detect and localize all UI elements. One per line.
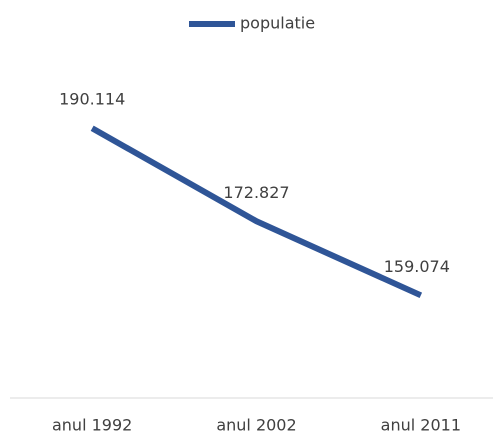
legend-label: populatie — [240, 14, 315, 33]
data-label: 190.114 — [59, 90, 125, 109]
data-label: 159.074 — [384, 257, 450, 276]
x-tick-label: anul 1992 — [52, 416, 132, 435]
data-label: 172.827 — [223, 183, 289, 202]
x-tick-label: anul 2011 — [381, 416, 461, 435]
x-tick-label: anul 2002 — [216, 416, 296, 435]
line — [90, 125, 423, 299]
